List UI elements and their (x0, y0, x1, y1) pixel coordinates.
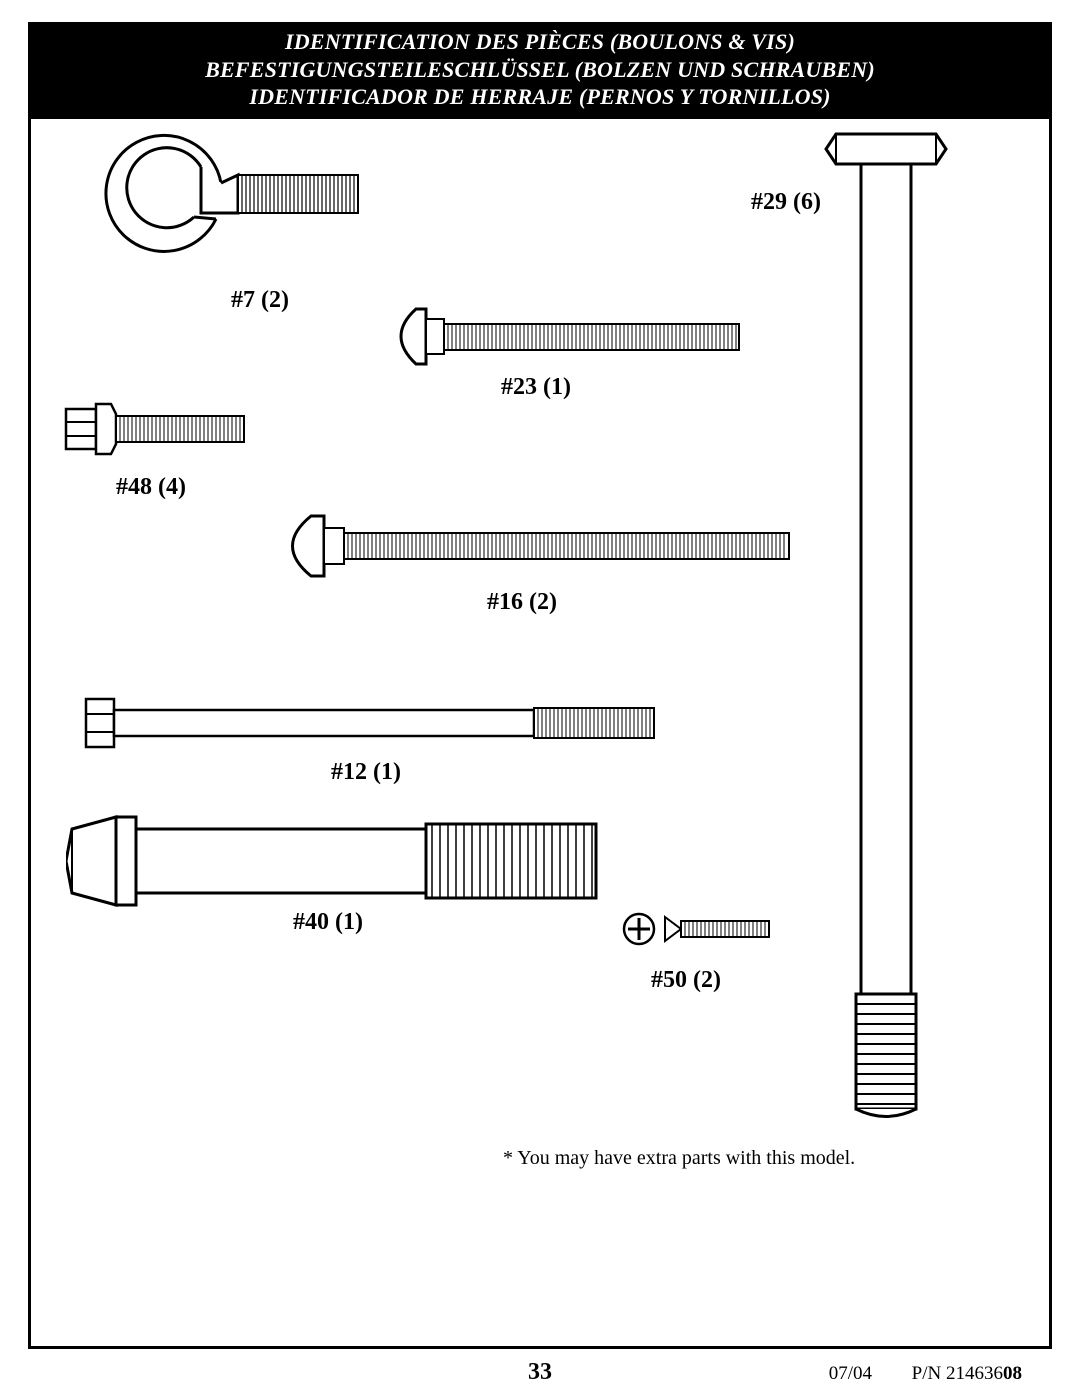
label-23: #23 (1) (501, 374, 571, 401)
content-frame: #7 (2) #29 (6) #23 (1) (28, 119, 1052, 1349)
footer: 33 07/04 P/N 21463608 (28, 1353, 1052, 1393)
label-40: #40 (1) (293, 909, 363, 936)
title-line-1: IDENTIFICATION DES PIÈCES (BOULONS & VIS… (38, 28, 1042, 56)
label-12: #12 (1) (331, 759, 401, 786)
part-number: P/N 21463608 (912, 1363, 1022, 1385)
pn-prefix: P/N 214636 (912, 1363, 1003, 1384)
title-bar: IDENTIFICATION DES PIÈCES (BOULONS & VIS… (28, 22, 1052, 119)
title-line-3: IDENTIFICADOR DE HERRAJE (PERNOS Y TORNI… (38, 83, 1042, 111)
label-7: #7 (2) (231, 287, 289, 314)
label-16: #16 (2) (487, 589, 557, 616)
pn-suffix: 08 (1003, 1363, 1022, 1384)
carriage-bolt-23-icon (376, 294, 746, 384)
label-48: #48 (4) (116, 474, 186, 501)
hex-bolt-12-icon (81, 689, 661, 759)
carriage-bolt-16-icon (266, 504, 796, 594)
eye-hook-icon (66, 127, 366, 277)
title-line-2: BEFESTIGUNGSTEILESCHLÜSSEL (BOLZEN UND S… (38, 56, 1042, 84)
page-number: 33 (28, 1359, 1052, 1386)
label-29: #29 (6) (751, 189, 821, 216)
phillips-screw-icon (621, 909, 776, 949)
hex-bolt-40-icon (66, 809, 606, 919)
label-50: #50 (2) (651, 967, 721, 994)
extra-parts-note: * You may have extra parts with this mod… (503, 1147, 855, 1170)
flange-bolt-icon (61, 394, 251, 469)
footer-date: 07/04 (829, 1363, 872, 1385)
long-hex-bolt-icon (821, 129, 951, 1129)
